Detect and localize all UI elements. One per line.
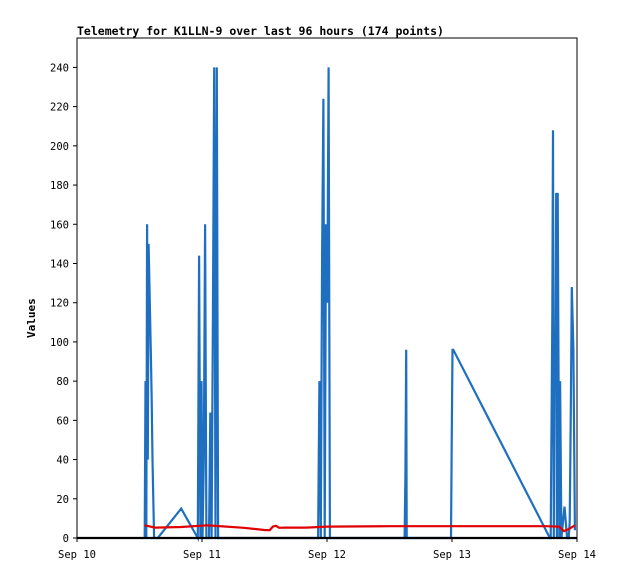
y-tick-label: 180 [50, 180, 69, 192]
y-tick-label: 240 [50, 62, 69, 74]
x-tick-label: Sep 12 [308, 549, 346, 561]
series-layer [77, 67, 577, 538]
y-tick-label: 160 [50, 219, 69, 231]
chart-title: Telemetry for K1LLN-9 over last 96 hours… [77, 24, 444, 38]
x-tick-label: Sep 14 [558, 549, 596, 561]
y-tick-label: 220 [50, 102, 69, 114]
y-tick-label: 120 [50, 298, 69, 310]
x-tick-label: Sep 11 [183, 549, 221, 561]
y-axis-ticks: 0 20 40 60 80 100 120 140 160 180 200 220 240 [50, 62, 77, 545]
x-tick-label: Sep 10 [58, 549, 96, 561]
y-tick-label: 20 [56, 494, 69, 506]
x-axis-ticks: Sep 10 Sep 11 Sep 12 Sep 13 Sep 14 [58, 538, 596, 561]
y-tick-label: 140 [50, 258, 69, 270]
y-tick-label: 200 [50, 141, 69, 153]
y-tick-label: 40 [56, 455, 69, 467]
y-tick-label: 60 [56, 415, 69, 427]
series-line-1 [145, 67, 575, 538]
y-tick-label: 0 [63, 533, 69, 545]
y-tick-label: 100 [50, 337, 69, 349]
x-tick-label: Sep 13 [433, 549, 471, 561]
y-axis-label: Values [25, 298, 38, 338]
y-tick-label: 80 [56, 376, 69, 388]
